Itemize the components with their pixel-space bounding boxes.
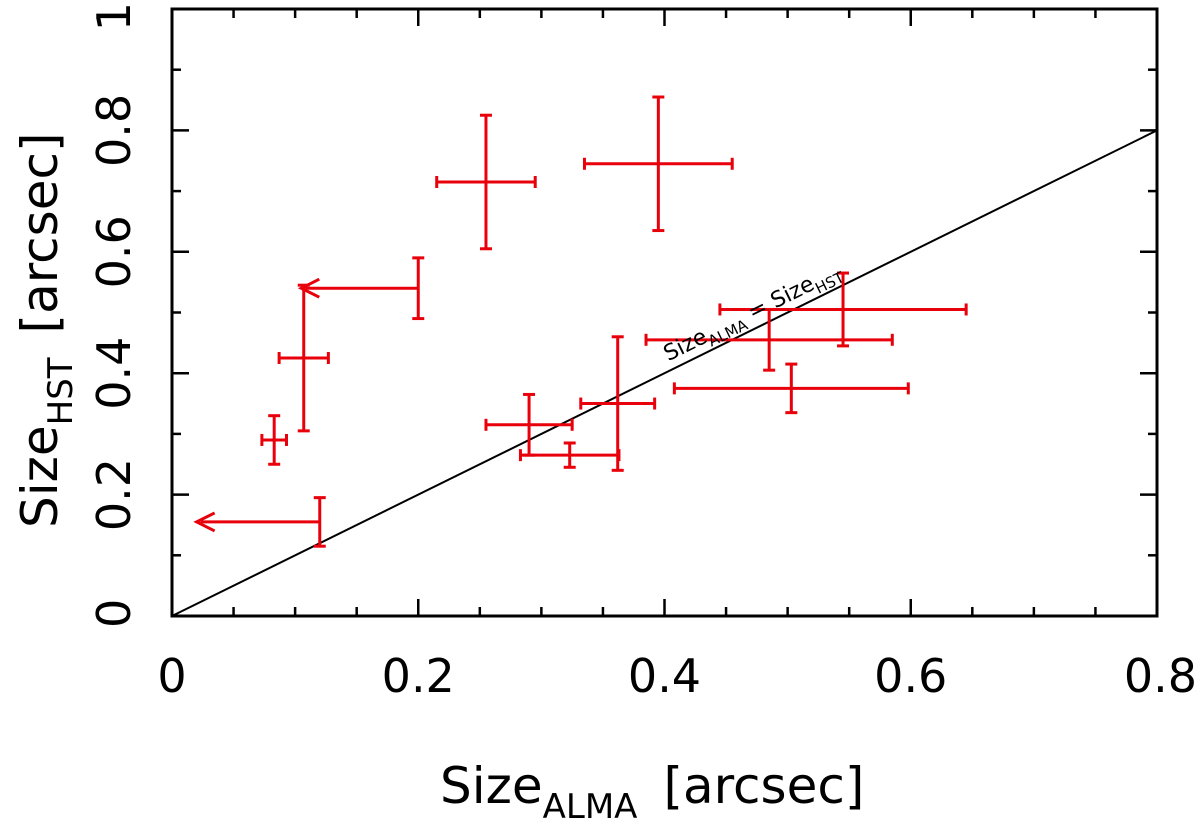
reference-line-label: SizeALMA = SizeHST <box>660 258 848 370</box>
y-axis-label: SizeHST [arcsec] <box>11 133 81 528</box>
y-axis-label-unit: [arcsec] <box>11 133 69 334</box>
data-point <box>579 335 657 472</box>
ticks-layer <box>170 7 1159 618</box>
y-tick-label: 0.8 <box>87 94 141 167</box>
tick-labels-layer: 0 0.2 0.4 0.6 0.8 0 0.2 0.4 0.6 0.8 1 <box>87 2 1197 703</box>
x-tick-label: 0.2 <box>382 649 455 703</box>
data-points-layer <box>193 95 968 548</box>
y-axis-label-main: Size <box>11 425 69 528</box>
x-tick-label: 0 <box>157 649 186 703</box>
y-tick-label: 0.2 <box>87 458 141 531</box>
data-point <box>484 392 574 457</box>
y-tick-label: 0.6 <box>87 215 141 288</box>
data-point <box>260 414 289 466</box>
data-point <box>582 95 734 233</box>
reference-line <box>171 129 1158 617</box>
x-axis-label-sub: ALMA <box>543 787 638 827</box>
data-point <box>193 496 326 548</box>
data-point <box>297 256 425 321</box>
y-axis-label-sub: HST <box>41 357 81 425</box>
x-axis-label-main: Size <box>440 757 543 815</box>
data-point <box>435 113 537 251</box>
y-tick-label: 0 <box>87 599 141 628</box>
y-tick-label: 1 <box>87 2 141 31</box>
data-point <box>518 441 621 469</box>
upper-limit-arrow-head <box>193 511 216 533</box>
x-tick-label: 0.4 <box>628 649 701 703</box>
x-axis-label: SizeALMA [arcsec] <box>440 757 864 827</box>
reference-line-layer <box>171 129 1158 617</box>
x-axis-label-unit: [arcsec] <box>663 757 864 815</box>
data-point <box>277 283 330 433</box>
ref-label-size-2: Size <box>767 272 819 314</box>
y-tick-label: 0.4 <box>87 337 141 410</box>
data-point <box>718 271 968 348</box>
x-tick-label: 0.6 <box>874 649 947 703</box>
x-tick-label: 0.8 <box>1124 649 1197 703</box>
svg-text:SizeALMA = SizeHST: SizeALMA = SizeHST <box>660 258 848 370</box>
ref-label-size-1: Size <box>660 324 712 366</box>
data-point <box>672 362 910 415</box>
upper-limit-arrow-head <box>297 277 320 299</box>
